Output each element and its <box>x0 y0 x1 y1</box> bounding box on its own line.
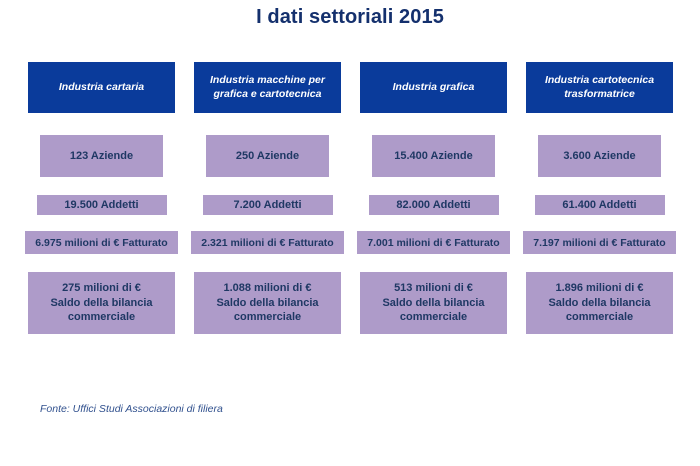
column-2: 2.321 milioni di € Fatturato <box>191 231 344 254</box>
aziende-cartaria: 123 Aziende <box>40 135 163 177</box>
aziende-grafica: 15.400 Aziende <box>372 135 495 177</box>
page-title: I dati settoriali 2015 <box>256 6 444 28</box>
saldo-label-line1: Saldo della bilancia <box>216 296 319 309</box>
column-1: Industria cartaria <box>28 62 175 113</box>
sector-header-macchine: Industria macchine per grafica e cartote… <box>194 62 341 113</box>
saldo-label-line1: Saldo della bilancia <box>50 296 153 309</box>
sector-header-cartotecnica: Industria cartotecnica trasformatrice <box>526 62 673 113</box>
column-3: 82.000 Addetti <box>360 195 507 215</box>
sector-header-cartaria: Industria cartaria <box>28 62 175 113</box>
column-3: 513 milioni di € Saldo della bilancia co… <box>360 272 507 334</box>
row-saldo-bilancia: 275 milioni di € Saldo della bilancia co… <box>28 272 674 334</box>
column-2: 250 Aziende <box>194 135 341 177</box>
saldo-value: 513 milioni di € <box>394 281 473 294</box>
saldo-cartotecnica: 1.896 milioni di € Saldo della bilancia … <box>526 272 673 334</box>
saldo-label-line2: commerciale <box>565 311 634 324</box>
addetti-macchine: 7.200 Addetti <box>202 195 333 215</box>
column-2: 7.200 Addetti <box>194 195 341 215</box>
source-note: Fonte: Uffici Studi Associazioni di fili… <box>40 403 223 415</box>
fatturato-grafica: 7.001 milioni di € Fatturato <box>357 231 510 254</box>
saldo-label-line2: commerciale <box>233 311 302 324</box>
aziende-cartotecnica: 3.600 Aziende <box>538 135 661 177</box>
addetti-cartotecnica: 61.400 Addetti <box>534 195 665 215</box>
column-3: 15.400 Aziende <box>360 135 507 177</box>
saldo-label-line1: Saldo della bilancia <box>382 296 485 309</box>
column-4: 3.600 Aziende <box>526 135 673 177</box>
saldo-value: 1.088 milioni di € <box>223 281 312 294</box>
fatturato-macchine: 2.321 milioni di € Fatturato <box>191 231 344 254</box>
addetti-cartaria: 19.500 Addetti <box>36 195 167 215</box>
sector-header-grafica: Industria grafica <box>360 62 507 113</box>
column-4: Industria cartotecnica trasformatrice <box>526 62 673 113</box>
column-1: 19.500 Addetti <box>28 195 175 215</box>
saldo-grafica: 513 milioni di € Saldo della bilancia co… <box>360 272 507 334</box>
saldo-label-line2: commerciale <box>67 311 136 324</box>
column-3: Industria grafica <box>360 62 507 113</box>
saldo-label-line1: Saldo della bilancia <box>548 296 651 309</box>
row-fatturato: 6.975 milioni di € Fatturato 2.321 milio… <box>25 231 676 254</box>
aziende-macchine: 250 Aziende <box>206 135 329 177</box>
table-header-row: Industria cartaria Industria macchine pe… <box>28 62 674 113</box>
addetti-grafica: 82.000 Addetti <box>368 195 499 215</box>
fatturato-cartotecnica: 7.197 milioni di € Fatturato <box>523 231 676 254</box>
saldo-value: 1.896 milioni di € <box>555 281 644 294</box>
column-4: 7.197 milioni di € Fatturato <box>523 231 676 254</box>
row-addetti: 19.500 Addetti 7.200 Addetti 82.000 Adde… <box>28 195 674 215</box>
row-aziende: 123 Aziende 250 Aziende 15.400 Aziende 3… <box>28 135 674 177</box>
saldo-label-line2: commerciale <box>399 311 468 324</box>
saldo-value: 275 milioni di € <box>62 281 141 294</box>
column-1: 275 milioni di € Saldo della bilancia co… <box>28 272 175 334</box>
column-2: 1.088 milioni di € Saldo della bilancia … <box>194 272 341 334</box>
column-1: 123 Aziende <box>28 135 175 177</box>
column-4: 61.400 Addetti <box>526 195 673 215</box>
column-2: Industria macchine per grafica e cartote… <box>194 62 341 113</box>
column-4: 1.896 milioni di € Saldo della bilancia … <box>526 272 673 334</box>
saldo-cartaria: 275 milioni di € Saldo della bilancia co… <box>28 272 175 334</box>
fatturato-cartaria: 6.975 milioni di € Fatturato <box>25 231 178 254</box>
sector-data-table: Industria cartaria Industria macchine pe… <box>25 62 676 334</box>
column-1: 6.975 milioni di € Fatturato <box>25 231 178 254</box>
saldo-macchine: 1.088 milioni di € Saldo della bilancia … <box>194 272 341 334</box>
column-3: 7.001 milioni di € Fatturato <box>357 231 510 254</box>
